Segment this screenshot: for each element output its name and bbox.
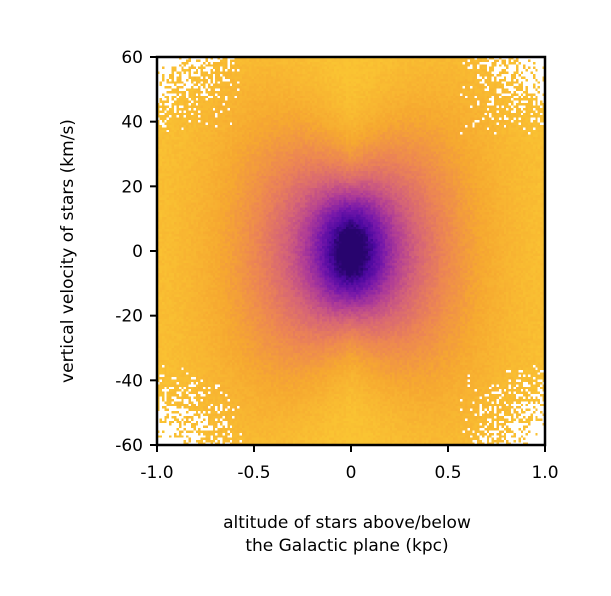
heatmap xyxy=(157,57,545,445)
x-tick-label: 0.5 xyxy=(434,463,461,483)
y-tick-label: 40 xyxy=(121,113,143,133)
x-tick-label: -1.0 xyxy=(140,463,173,483)
y-tick-label: 60 xyxy=(121,48,143,68)
heatmap-image xyxy=(157,57,545,445)
x-axis: -1.0 -0.5 0 0.5 1.0 xyxy=(140,445,559,483)
y-tick-label: -60 xyxy=(115,436,143,456)
y-tick-label: -40 xyxy=(115,371,143,391)
y-tick-label: 20 xyxy=(121,177,143,197)
y-axis-label: vertical velocity of stars (km/s) xyxy=(58,119,78,383)
x-tick-label: -0.5 xyxy=(237,463,270,483)
x-tick-label: 0 xyxy=(346,463,357,483)
x-axis-label-line-2: the Galactic plane (kpc) xyxy=(245,536,448,556)
x-tick-label: 1.0 xyxy=(531,463,558,483)
y-tick-label: -20 xyxy=(115,307,143,327)
y-axis: -60 -40 -20 0 20 40 60 xyxy=(115,48,157,456)
y-tick-label: 0 xyxy=(132,242,143,262)
x-axis-label-line-1: altitude of stars above/below xyxy=(223,513,471,533)
